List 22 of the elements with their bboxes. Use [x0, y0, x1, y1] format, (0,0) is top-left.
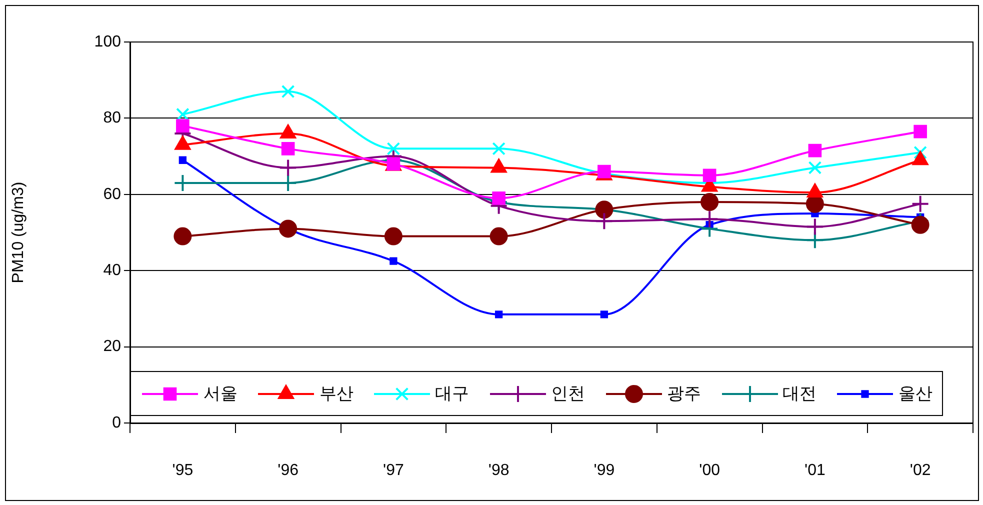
legend-label: 서울	[203, 383, 238, 405]
legend-label: 인천	[550, 383, 585, 405]
legend-label: 부산	[319, 383, 354, 405]
x-tick-label: '02	[910, 462, 931, 480]
y-tick-label: 40	[103, 262, 122, 280]
y-tick-label: 100	[94, 33, 122, 50]
x-tick-label: '98	[488, 462, 510, 480]
x-tick-label: '01	[804, 462, 826, 480]
x-tick-label: '00	[699, 462, 720, 480]
y-axis-title: PM10 (ug/m3)	[10, 182, 28, 284]
legend-label: 대구	[435, 383, 470, 405]
x-tick-label: '96	[278, 462, 299, 480]
y-tick-label: 80	[103, 110, 122, 127]
x-tick-label: '99	[594, 462, 615, 480]
y-tick-label: 60	[103, 186, 122, 203]
legend-label: 광주	[666, 383, 701, 405]
x-tick-label: '97	[383, 462, 404, 480]
y-tick-label: 0	[112, 414, 122, 432]
x-tick-label: '95	[172, 462, 194, 480]
y-tick-label: 20	[103, 338, 122, 356]
legend-label: 울산	[898, 383, 932, 405]
legend-label: 대전	[782, 383, 817, 405]
